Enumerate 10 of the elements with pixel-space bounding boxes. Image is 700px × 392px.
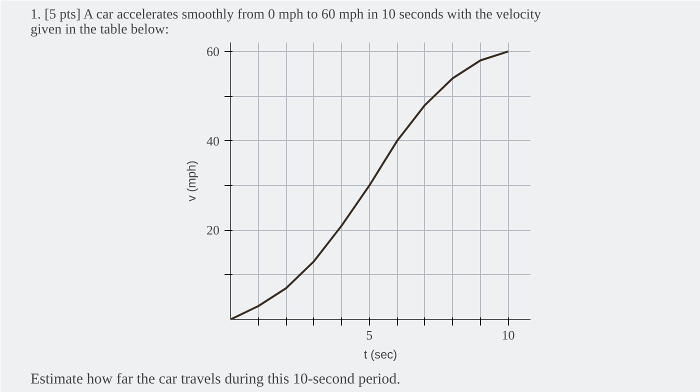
line-series <box>230 50 510 320</box>
y-tick-label: 60 <box>206 44 220 59</box>
x-tick-label: 10 <box>502 328 515 342</box>
y-axis-title: v (mph) <box>184 160 198 202</box>
text: Estimate how far the car travels during this 10-second period. <box>30 372 400 388</box>
x-axis-title: t (sec) <box>364 348 398 362</box>
y-tick-label: 40 <box>206 133 220 148</box>
x-tick-label: 5 <box>366 328 373 342</box>
chart-title: 1. [5 pts] A car accelerates smoothly from 0 mph to 60 mph in 10 seconds with the velocity given in the table below: <box>30 8 542 38</box>
y-tick-label: 20 <box>206 222 220 238</box>
